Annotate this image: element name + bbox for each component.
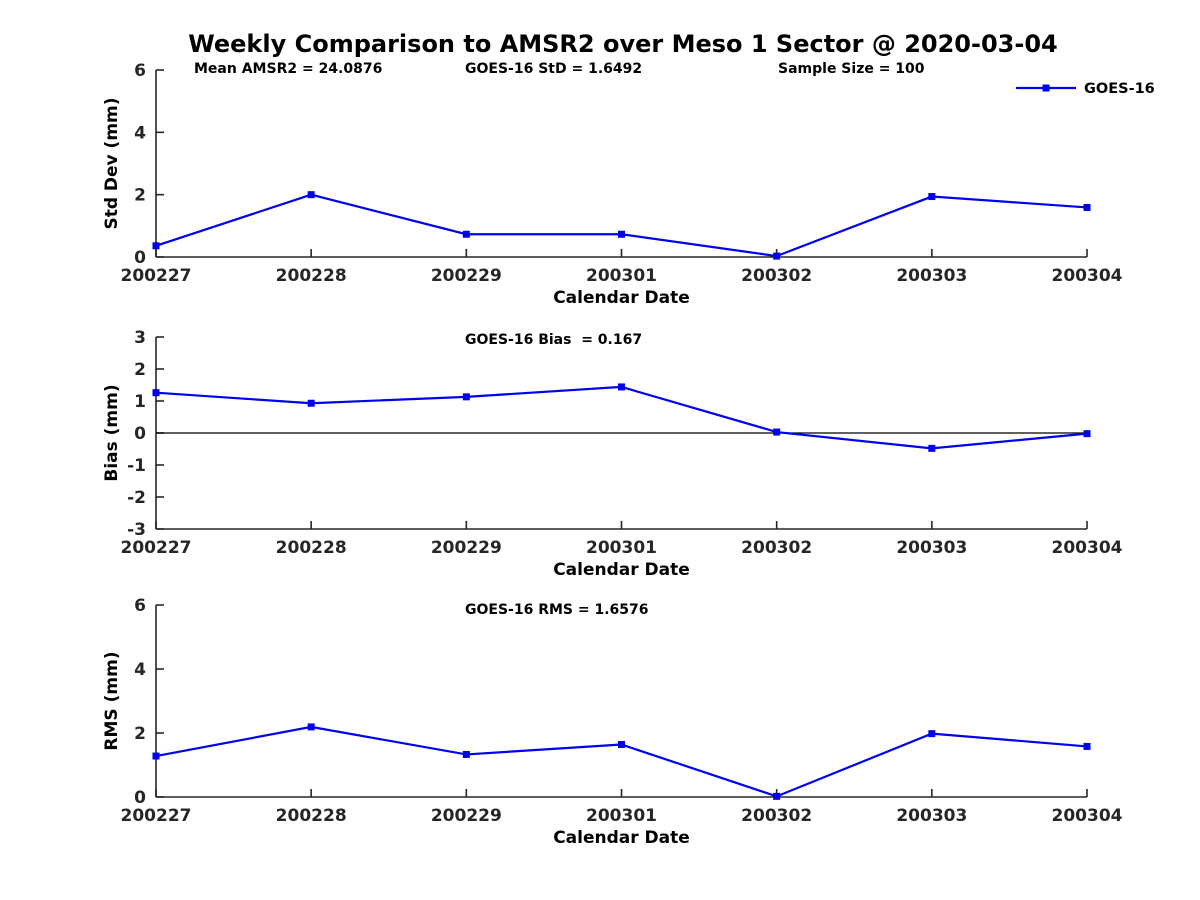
x-axis-label: Calendar Date bbox=[553, 828, 690, 848]
y-tick-label: 0 bbox=[134, 788, 146, 808]
x-tick-label: 200304 bbox=[1052, 266, 1123, 286]
x-tick-label: 200304 bbox=[1052, 806, 1123, 826]
data-point-marker bbox=[307, 191, 315, 199]
x-tick-label: 200304 bbox=[1052, 538, 1123, 558]
x-tick-label: 200229 bbox=[431, 266, 502, 286]
x-tick-label: 200229 bbox=[431, 806, 502, 826]
x-tick-label: 200229 bbox=[431, 538, 502, 558]
legend-label: GOES-16 bbox=[1084, 81, 1155, 97]
y-tick-label: 0 bbox=[134, 248, 146, 268]
x-tick-label: 200301 bbox=[586, 266, 657, 286]
y-axis-label: Std Dev (mm) bbox=[102, 97, 122, 229]
x-tick-label: 200303 bbox=[896, 806, 967, 826]
x-tick-label: 200301 bbox=[586, 806, 657, 826]
data-point-marker bbox=[1083, 203, 1091, 211]
y-axis-label: Bias (mm) bbox=[102, 384, 122, 481]
data-line-goes16 bbox=[155, 725, 1088, 798]
y-tick-label: 6 bbox=[134, 61, 146, 81]
legend-marker-swatch bbox=[1042, 84, 1050, 92]
x-axis-label: Calendar Date bbox=[553, 288, 690, 308]
x-axis-label: Calendar Date bbox=[553, 560, 690, 580]
data-point-marker bbox=[462, 750, 470, 758]
x-tick-label: 200301 bbox=[586, 538, 657, 558]
data-point-marker bbox=[152, 752, 160, 760]
data-point-marker bbox=[618, 383, 625, 391]
y-tick-label: 2 bbox=[134, 724, 146, 744]
data-point-marker bbox=[928, 444, 936, 452]
data-point-marker bbox=[1083, 742, 1091, 750]
y-tick-label: 6 bbox=[134, 596, 146, 616]
x-tick-label: 200303 bbox=[896, 266, 967, 286]
y-tick-label: -3 bbox=[127, 520, 146, 540]
y-tick-label: 0 bbox=[134, 424, 146, 444]
x-tick-label: 200227 bbox=[121, 538, 192, 558]
data-point-marker bbox=[307, 723, 315, 731]
y-tick-label: 3 bbox=[134, 328, 146, 348]
x-tick-label: 200302 bbox=[741, 538, 812, 558]
y-tick-label: -2 bbox=[127, 488, 146, 508]
data-point-marker bbox=[928, 193, 936, 201]
x-tick-label: 200228 bbox=[276, 266, 347, 286]
figure-title: Weekly Comparison to AMSR2 over Meso 1 S… bbox=[188, 30, 1058, 58]
stat-annotation: GOES-16 Bias = 0.167 bbox=[465, 332, 642, 348]
stat-annotation: Sample Size = 100 bbox=[778, 61, 925, 77]
data-point-marker bbox=[152, 389, 160, 397]
data-point-marker bbox=[773, 252, 781, 260]
data-point-marker bbox=[773, 792, 781, 800]
data-point-marker bbox=[462, 393, 470, 401]
data-point-marker bbox=[928, 730, 936, 738]
x-tick-label: 200227 bbox=[121, 806, 192, 826]
data-point-marker bbox=[1083, 430, 1091, 438]
x-tick-label: 200303 bbox=[896, 538, 967, 558]
stat-annotation: GOES-16 StD = 1.6492 bbox=[465, 61, 642, 77]
data-point-marker bbox=[152, 242, 160, 250]
stat-annotation: Mean AMSR2 = 24.0876 bbox=[194, 61, 382, 77]
y-tick-label: 4 bbox=[134, 123, 146, 143]
y-tick-label: 1 bbox=[134, 392, 146, 412]
data-point-marker bbox=[462, 230, 470, 238]
y-tick-label: 2 bbox=[134, 360, 146, 380]
stat-annotation: GOES-16 RMS = 1.6576 bbox=[465, 602, 649, 618]
y-axis-label: RMS (mm) bbox=[102, 651, 122, 750]
x-tick-label: 200227 bbox=[121, 266, 192, 286]
data-point-marker bbox=[307, 399, 315, 407]
data-point-marker bbox=[773, 428, 781, 436]
x-tick-label: 200302 bbox=[741, 266, 812, 286]
y-tick-label: -1 bbox=[127, 456, 146, 476]
y-tick-label: 2 bbox=[134, 186, 146, 206]
data-point-marker bbox=[618, 230, 625, 238]
x-tick-label: 200302 bbox=[741, 806, 812, 826]
data-line-goes16 bbox=[155, 385, 1088, 450]
data-point-marker bbox=[618, 741, 625, 749]
x-tick-label: 200228 bbox=[276, 538, 347, 558]
data-line-goes16 bbox=[155, 193, 1088, 258]
y-tick-label: 4 bbox=[134, 660, 146, 680]
x-tick-label: 200228 bbox=[276, 806, 347, 826]
